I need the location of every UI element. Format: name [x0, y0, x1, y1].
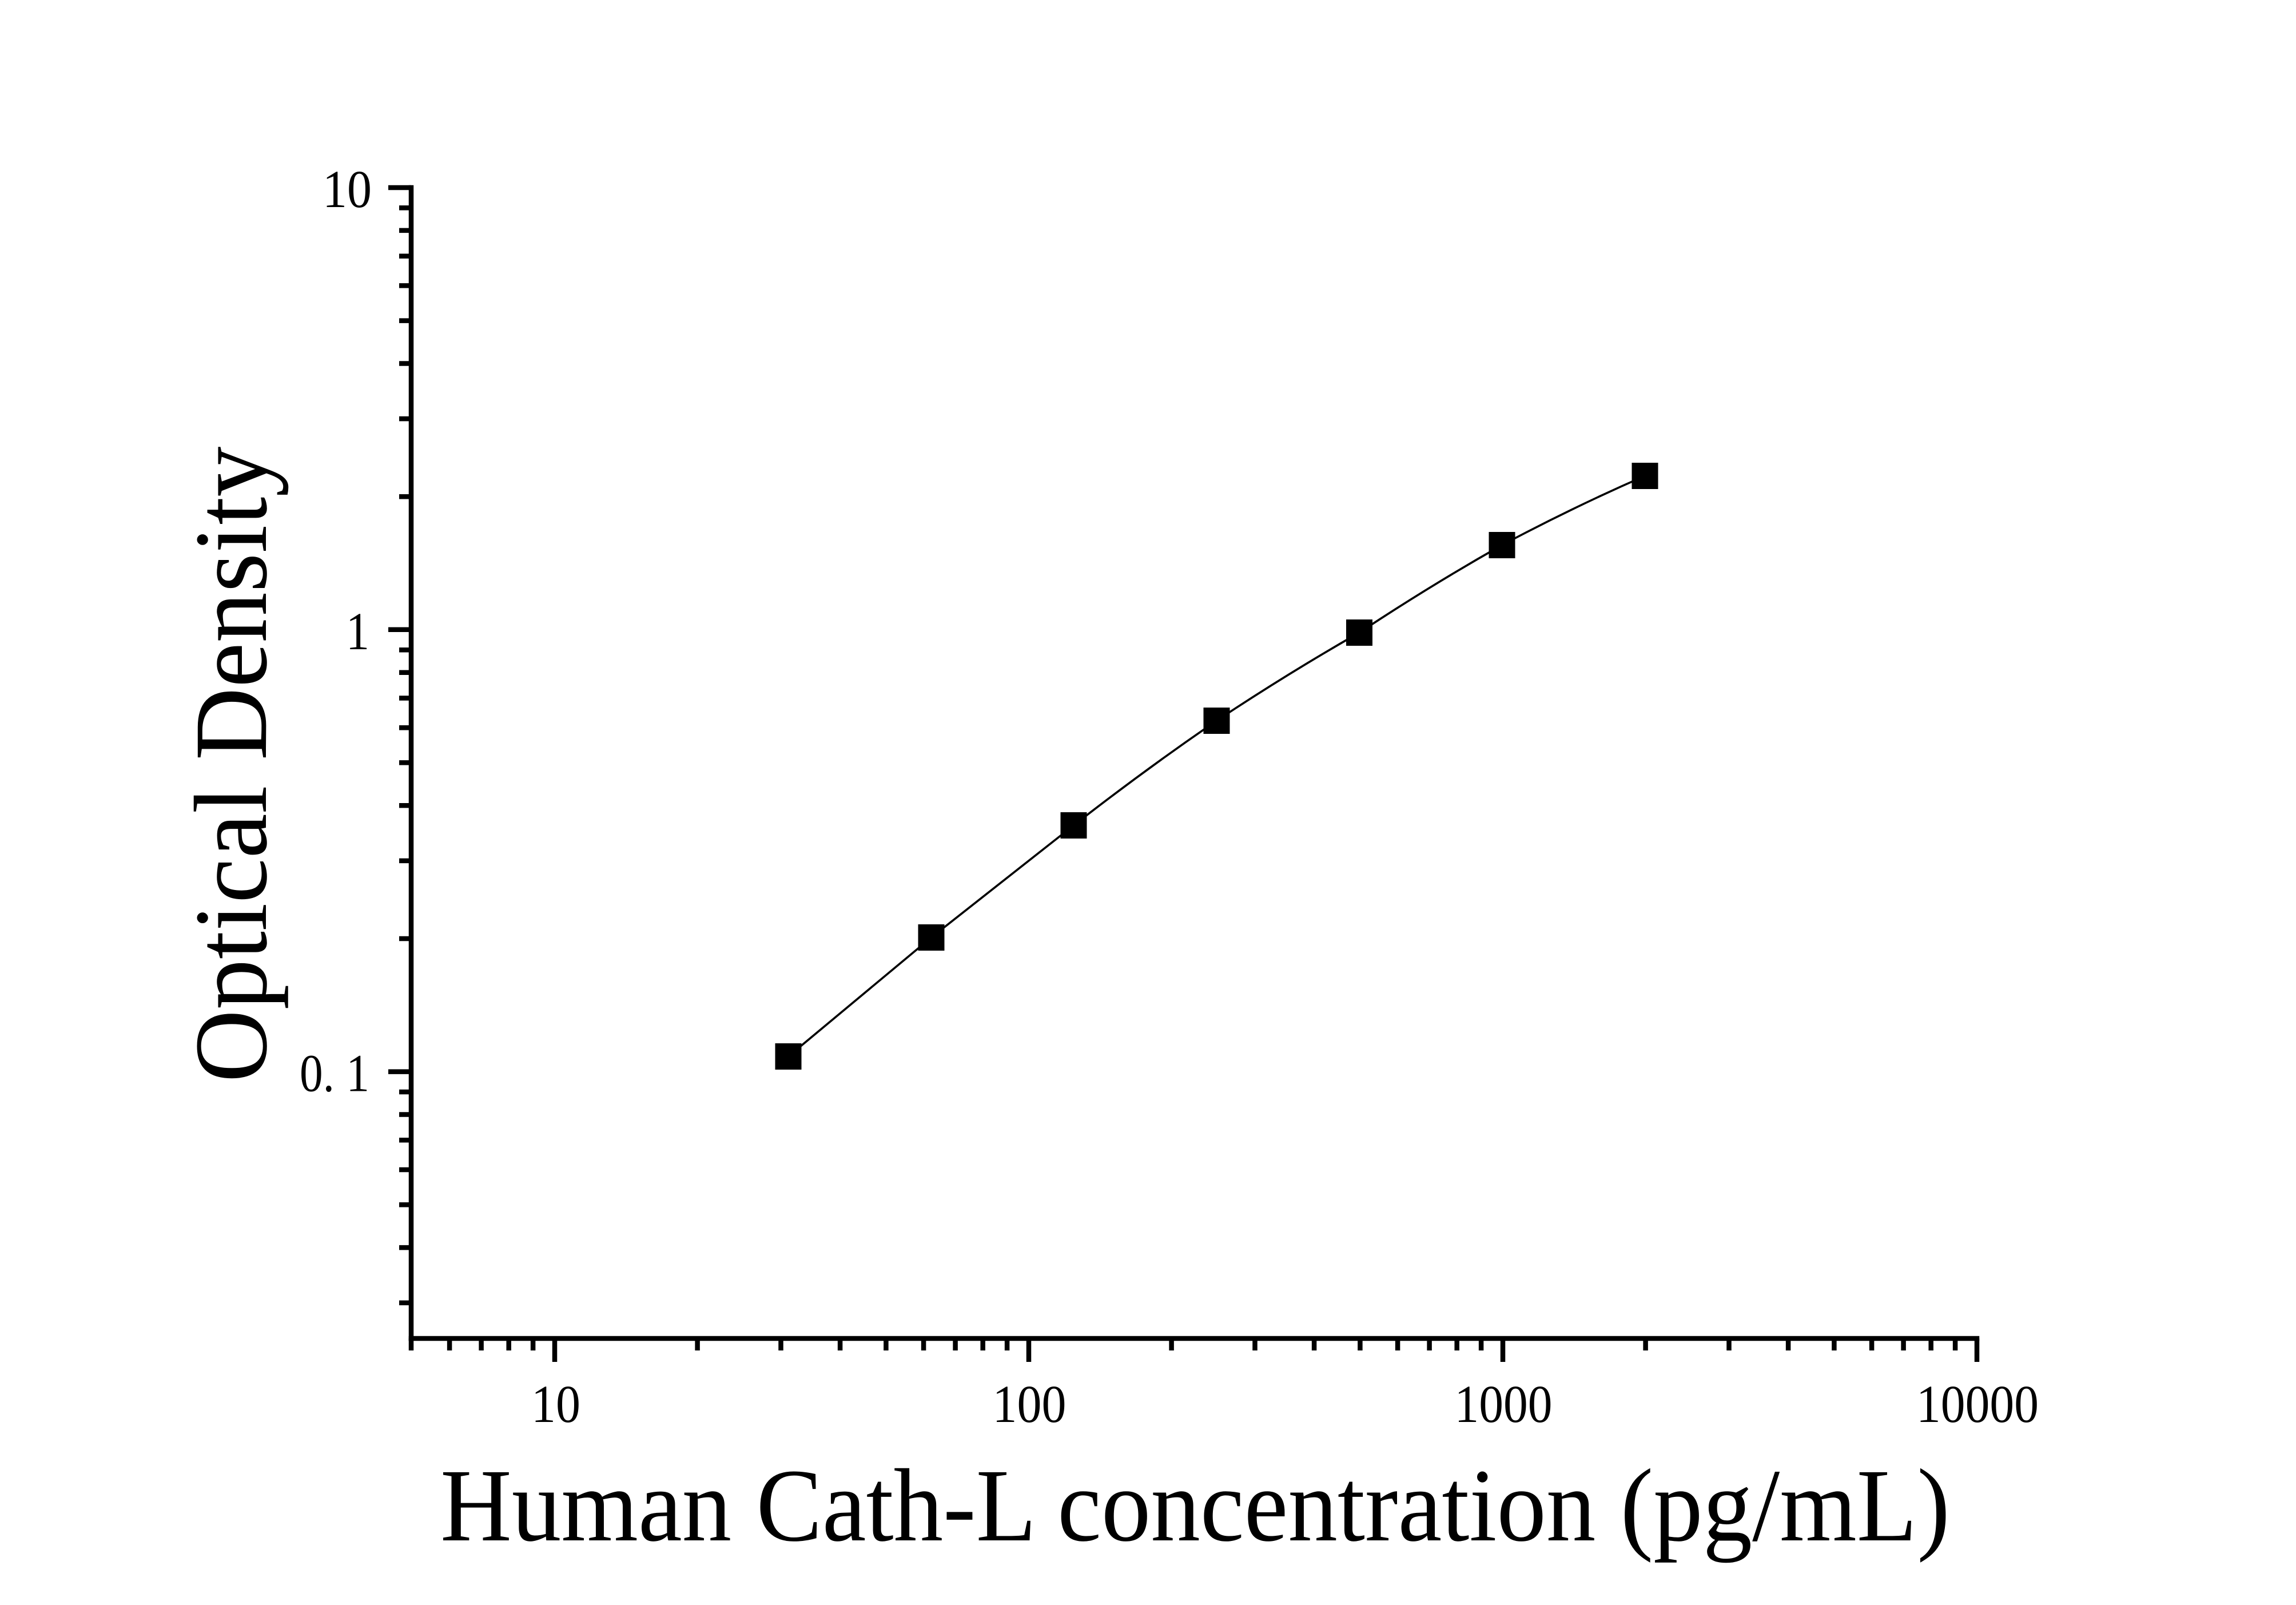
svg-text:1: 1: [346, 602, 369, 661]
svg-text:10: 10: [531, 1375, 580, 1434]
svg-text:10: 10: [323, 160, 372, 219]
svg-text:1000: 1000: [1455, 1375, 1553, 1434]
svg-text:Optical Density: Optical Density: [174, 447, 289, 1083]
svg-text:Human Cath-L concentration (pg: Human Cath-L concentration (pg/mL): [440, 1448, 1950, 1563]
svg-text:100: 100: [993, 1375, 1067, 1434]
svg-text:0. 1: 0. 1: [300, 1044, 369, 1103]
svg-text:10000: 10000: [1916, 1375, 2039, 1434]
